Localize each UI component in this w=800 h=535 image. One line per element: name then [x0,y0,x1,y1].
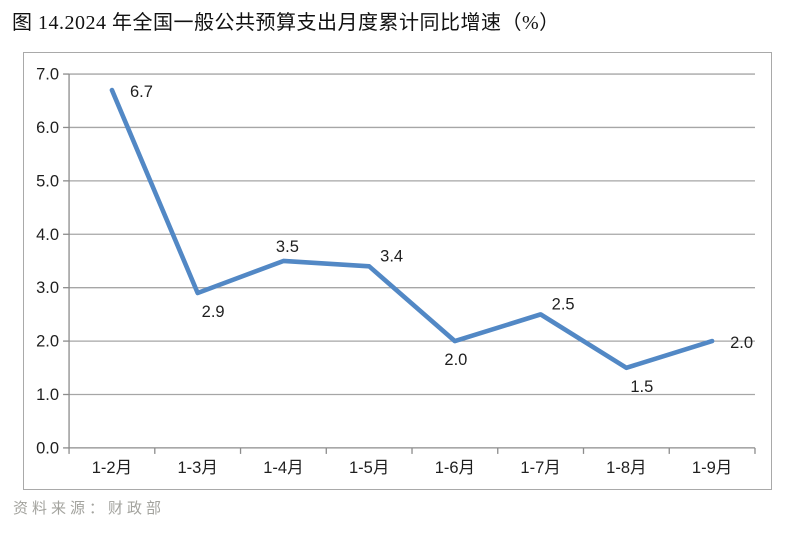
x-tick-label: 1-7月 [520,458,560,477]
data-point-label: 2.9 [202,302,225,321]
line-chart-canvas: 0.0 1.0 2.0 3.0 4.0 5.0 6.0 7.0 1-2月 1-3月 1-4月 1-5月… [36,65,756,477]
x-tick-label: 1-6月 [435,458,475,477]
x-tick-label: 1-4月 [263,458,303,477]
y-tick-label: 3.0 [36,278,59,297]
y-tick-label: 1.0 [36,385,59,404]
data-point-label: 2.0 [730,333,753,352]
data-point-label: 1.5 [630,377,653,396]
data-point-label: 3.5 [276,237,299,256]
x-tick-label: 1-9月 [692,458,732,477]
x-tick-label: 1-8月 [606,458,646,477]
y-tick-label: 7.0 [36,65,59,84]
x-tick-label: 1-3月 [177,458,217,477]
chart-frame: 0.0 1.0 2.0 3.0 4.0 5.0 6.0 7.0 1-2月 1-3月 1-4月 1-5月… [23,52,772,490]
source-note: 资料来源：财政部 [13,501,166,517]
data-point-label: 6.7 [130,82,153,101]
y-tick-label: 6.0 [36,118,59,137]
x-tick-label: 1-2月 [92,458,132,477]
trend-line [109,87,715,371]
y-tick-label: 2.0 [36,332,59,351]
y-tick-label: 4.0 [36,225,59,244]
y-tick-label: 5.0 [36,171,59,190]
data-point-label: 2.5 [552,294,575,313]
y-tick-label: 0.0 [36,438,59,457]
figure-title: 图 14.2024 年全国一般公共预算支出月度累计同比增速（%） [12,12,560,34]
data-point-label: 3.4 [380,246,403,265]
x-tick-label: 1-5月 [349,458,389,477]
data-point-label: 2.0 [444,350,467,369]
